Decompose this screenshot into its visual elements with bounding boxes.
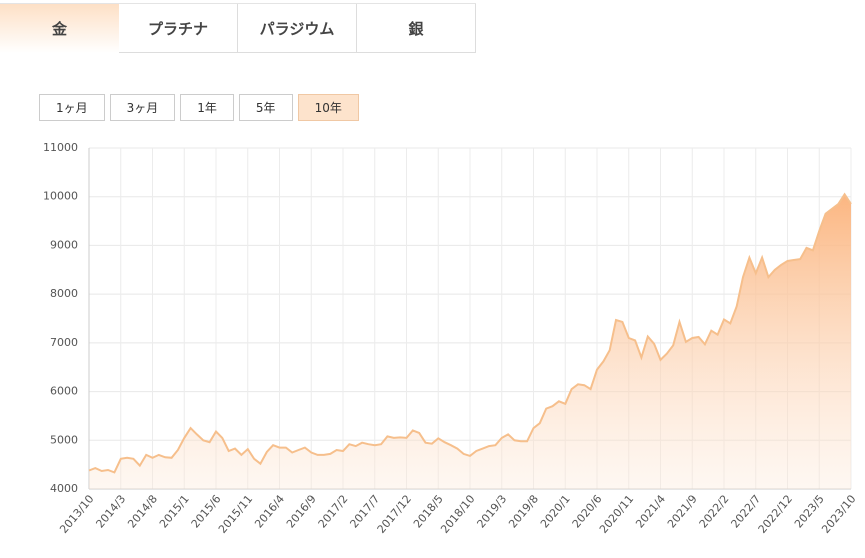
- tab[interactable]: プラチナ: [119, 4, 238, 53]
- x-tick-label: 2020/1: [538, 493, 573, 531]
- range-button[interactable]: 3ヶ月: [109, 94, 176, 121]
- x-tick-label: 2017/12: [375, 493, 414, 536]
- x-tick-label: 2013/10: [57, 493, 96, 536]
- area-line: [88, 192, 852, 474]
- y-tick-label: 10000: [43, 190, 78, 203]
- y-tick-label: 5000: [50, 433, 78, 446]
- x-tick-label: 2014/8: [125, 493, 160, 531]
- x-tick-label: 2018/10: [438, 493, 477, 536]
- y-tick-label: 7000: [50, 336, 78, 349]
- x-tick-label: 2022/2: [697, 493, 732, 531]
- range-button[interactable]: 1ヶ月: [39, 94, 105, 121]
- range-buttons: 1ヶ月 3ヶ月 1年 5年 10年: [39, 94, 359, 121]
- x-tick-label: 2014/3: [94, 493, 129, 531]
- x-tick-label: 2016/4: [252, 493, 287, 531]
- tab[interactable]: 金: [0, 4, 119, 53]
- tab[interactable]: パラジウム: [238, 4, 357, 53]
- y-tick-label: 9000: [50, 238, 78, 251]
- range-button[interactable]: 10年: [297, 94, 359, 121]
- range-button[interactable]: 1年: [180, 94, 234, 121]
- x-tick-label: 2021/4: [633, 493, 668, 531]
- x-tick-label: 2017/2: [316, 493, 351, 531]
- x-tick-label: 2022/12: [756, 493, 795, 536]
- x-tick-label: 2015/11: [216, 493, 255, 536]
- x-tick-label: 2021/9: [665, 493, 700, 531]
- x-tick-label: 2023/10: [819, 493, 858, 536]
- tab[interactable]: 銀: [357, 4, 476, 53]
- y-tick-label: 11000: [43, 141, 78, 154]
- x-tick-label: 2016/9: [284, 493, 319, 531]
- area-fill: [89, 194, 851, 490]
- y-tick-label: 8000: [50, 287, 78, 300]
- x-tick-label: 2019/8: [506, 493, 541, 531]
- y-tick-label: 4000: [50, 482, 78, 495]
- x-tick-label: 2020/11: [597, 493, 636, 536]
- x-tick-label: 2015/1: [157, 493, 192, 531]
- x-tick-label: 2019/3: [475, 493, 510, 531]
- tab-bar: 金プラチナ パラジウム銀: [0, 3, 476, 53]
- y-tick-label: 6000: [50, 385, 78, 398]
- range-button[interactable]: 5年: [238, 94, 293, 121]
